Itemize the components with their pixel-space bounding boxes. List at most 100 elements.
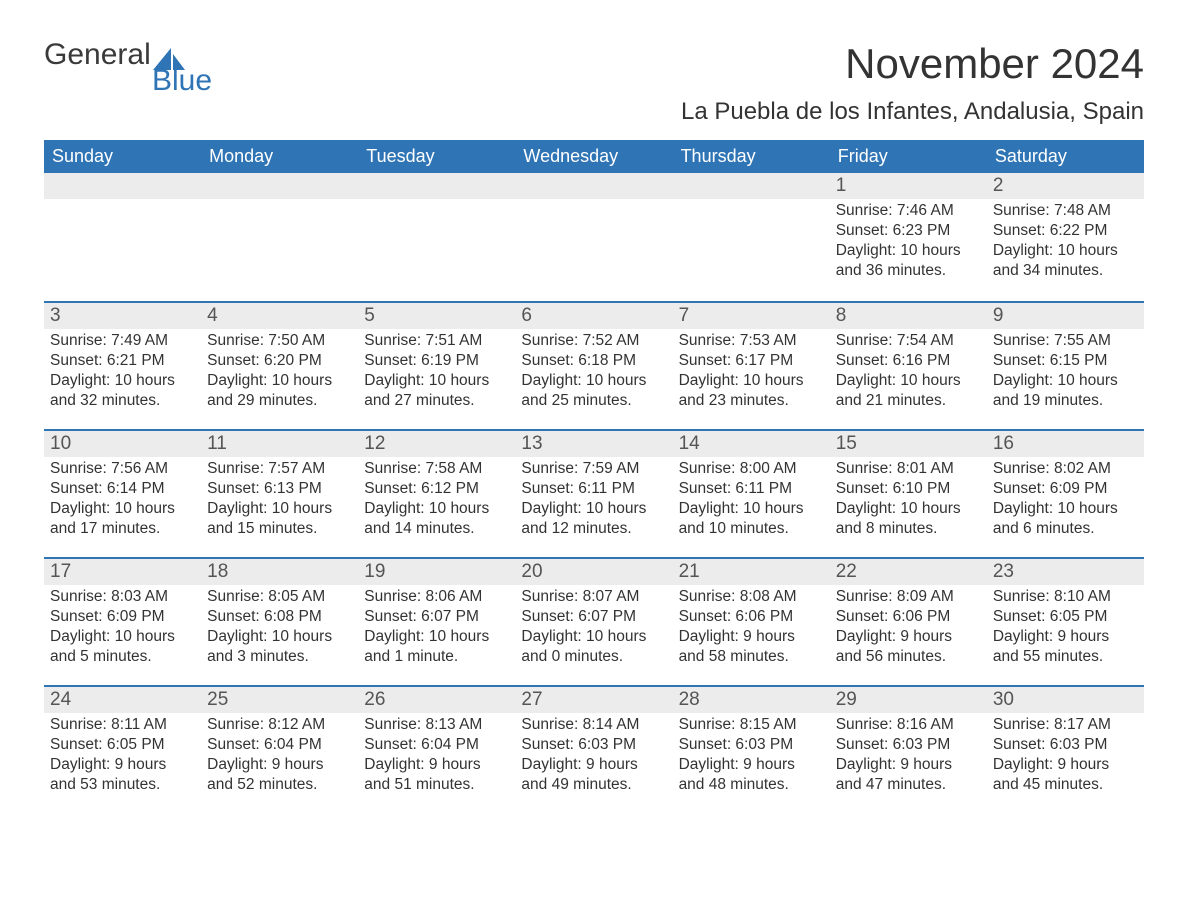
calendar-body: 1Sunrise: 7:46 AMSunset: 6:23 PMDaylight…	[44, 173, 1144, 813]
day-details: Sunrise: 8:02 AMSunset: 6:09 PMDaylight:…	[987, 457, 1144, 546]
day-number-bar: 13	[515, 429, 672, 457]
daylight-line: Daylight: 9 hours and 51 minutes.	[364, 755, 509, 795]
day-details: Sunrise: 8:00 AMSunset: 6:11 PMDaylight:…	[673, 457, 830, 546]
daylight-line: Daylight: 10 hours and 34 minutes.	[993, 241, 1138, 281]
calendar-cell: 27Sunrise: 8:14 AMSunset: 6:03 PMDayligh…	[515, 685, 672, 813]
day-details: Sunrise: 7:50 AMSunset: 6:20 PMDaylight:…	[201, 329, 358, 418]
day-details: Sunrise: 7:59 AMSunset: 6:11 PMDaylight:…	[515, 457, 672, 546]
calendar-cell: 24Sunrise: 8:11 AMSunset: 6:05 PMDayligh…	[44, 685, 201, 813]
daylight-line: Daylight: 10 hours and 15 minutes.	[207, 499, 352, 539]
sunrise-line: Sunrise: 8:17 AM	[993, 715, 1138, 735]
calendar-cell	[201, 173, 358, 301]
sunset-line: Sunset: 6:03 PM	[679, 735, 824, 755]
day-details: Sunrise: 8:01 AMSunset: 6:10 PMDaylight:…	[830, 457, 987, 546]
calendar-week-row: 24Sunrise: 8:11 AMSunset: 6:05 PMDayligh…	[44, 685, 1144, 813]
sunrise-line: Sunrise: 7:55 AM	[993, 331, 1138, 351]
day-number-bar: 2	[987, 173, 1144, 199]
daylight-line: Daylight: 10 hours and 36 minutes.	[836, 241, 981, 281]
calendar-cell: 15Sunrise: 8:01 AMSunset: 6:10 PMDayligh…	[830, 429, 987, 557]
empty-day-bar	[358, 173, 515, 199]
calendar-cell: 12Sunrise: 7:58 AMSunset: 6:12 PMDayligh…	[358, 429, 515, 557]
sunset-line: Sunset: 6:14 PM	[50, 479, 195, 499]
day-number-bar: 27	[515, 685, 672, 713]
calendar-week-row: 1Sunrise: 7:46 AMSunset: 6:23 PMDaylight…	[44, 173, 1144, 301]
day-details: Sunrise: 7:51 AMSunset: 6:19 PMDaylight:…	[358, 329, 515, 418]
calendar-cell: 11Sunrise: 7:57 AMSunset: 6:13 PMDayligh…	[201, 429, 358, 557]
day-number-bar: 30	[987, 685, 1144, 713]
calendar-cell: 4Sunrise: 7:50 AMSunset: 6:20 PMDaylight…	[201, 301, 358, 429]
sunset-line: Sunset: 6:11 PM	[679, 479, 824, 499]
sunset-line: Sunset: 6:19 PM	[364, 351, 509, 371]
daylight-line: Daylight: 10 hours and 21 minutes.	[836, 371, 981, 411]
calendar-cell: 25Sunrise: 8:12 AMSunset: 6:04 PMDayligh…	[201, 685, 358, 813]
day-number-bar: 11	[201, 429, 358, 457]
calendar-cell: 29Sunrise: 8:16 AMSunset: 6:03 PMDayligh…	[830, 685, 987, 813]
daylight-line: Daylight: 9 hours and 55 minutes.	[993, 627, 1138, 667]
title-block: November 2024 La Puebla de los Infantes,…	[681, 40, 1144, 126]
calendar-cell: 19Sunrise: 8:06 AMSunset: 6:07 PMDayligh…	[358, 557, 515, 685]
day-details: Sunrise: 7:49 AMSunset: 6:21 PMDaylight:…	[44, 329, 201, 418]
sunrise-line: Sunrise: 7:53 AM	[679, 331, 824, 351]
daylight-line: Daylight: 10 hours and 12 minutes.	[521, 499, 666, 539]
sunset-line: Sunset: 6:17 PM	[679, 351, 824, 371]
empty-day-bar	[673, 173, 830, 199]
sunrise-line: Sunrise: 8:15 AM	[679, 715, 824, 735]
sunrise-line: Sunrise: 7:54 AM	[836, 331, 981, 351]
logo-word-general: General	[44, 40, 151, 70]
calendar-cell: 9Sunrise: 7:55 AMSunset: 6:15 PMDaylight…	[987, 301, 1144, 429]
day-number-bar: 23	[987, 557, 1144, 585]
sunrise-line: Sunrise: 8:16 AM	[836, 715, 981, 735]
day-number-bar: 3	[44, 301, 201, 329]
calendar-cell	[358, 173, 515, 301]
sunrise-line: Sunrise: 8:03 AM	[50, 587, 195, 607]
sunset-line: Sunset: 6:07 PM	[364, 607, 509, 627]
daylight-line: Daylight: 10 hours and 1 minute.	[364, 627, 509, 667]
calendar-cell: 22Sunrise: 8:09 AMSunset: 6:06 PMDayligh…	[830, 557, 987, 685]
day-number-bar: 9	[987, 301, 1144, 329]
daylight-line: Daylight: 9 hours and 48 minutes.	[679, 755, 824, 795]
daylight-line: Daylight: 9 hours and 58 minutes.	[679, 627, 824, 667]
sunrise-line: Sunrise: 7:51 AM	[364, 331, 509, 351]
daylight-line: Daylight: 9 hours and 52 minutes.	[207, 755, 352, 795]
day-details: Sunrise: 8:17 AMSunset: 6:03 PMDaylight:…	[987, 713, 1144, 802]
day-details: Sunrise: 8:08 AMSunset: 6:06 PMDaylight:…	[673, 585, 830, 674]
day-details: Sunrise: 7:53 AMSunset: 6:17 PMDaylight:…	[673, 329, 830, 418]
sunrise-line: Sunrise: 8:10 AM	[993, 587, 1138, 607]
day-number-bar: 28	[673, 685, 830, 713]
calendar-week-row: 3Sunrise: 7:49 AMSunset: 6:21 PMDaylight…	[44, 301, 1144, 429]
sunrise-line: Sunrise: 8:07 AM	[521, 587, 666, 607]
day-number-bar: 16	[987, 429, 1144, 457]
day-number-bar: 4	[201, 301, 358, 329]
calendar-cell: 6Sunrise: 7:52 AMSunset: 6:18 PMDaylight…	[515, 301, 672, 429]
calendar-cell: 21Sunrise: 8:08 AMSunset: 6:06 PMDayligh…	[673, 557, 830, 685]
day-number-bar: 20	[515, 557, 672, 585]
sunset-line: Sunset: 6:11 PM	[521, 479, 666, 499]
sunset-line: Sunset: 6:07 PM	[521, 607, 666, 627]
sunrise-line: Sunrise: 8:12 AM	[207, 715, 352, 735]
daylight-line: Daylight: 10 hours and 14 minutes.	[364, 499, 509, 539]
calendar-cell: 28Sunrise: 8:15 AMSunset: 6:03 PMDayligh…	[673, 685, 830, 813]
sunrise-line: Sunrise: 8:11 AM	[50, 715, 195, 735]
calendar-cell	[673, 173, 830, 301]
sunset-line: Sunset: 6:10 PM	[836, 479, 981, 499]
empty-day-bar	[515, 173, 672, 199]
calendar-cell: 23Sunrise: 8:10 AMSunset: 6:05 PMDayligh…	[987, 557, 1144, 685]
calendar-cell: 1Sunrise: 7:46 AMSunset: 6:23 PMDaylight…	[830, 173, 987, 301]
day-number-bar: 22	[830, 557, 987, 585]
weekday-header-row: SundayMondayTuesdayWednesdayThursdayFrid…	[44, 140, 1144, 173]
daylight-line: Daylight: 9 hours and 49 minutes.	[521, 755, 666, 795]
weekday-header: Wednesday	[515, 140, 672, 173]
sunset-line: Sunset: 6:13 PM	[207, 479, 352, 499]
day-details: Sunrise: 8:07 AMSunset: 6:07 PMDaylight:…	[515, 585, 672, 674]
location-subtitle: La Puebla de los Infantes, Andalusia, Sp…	[681, 98, 1144, 126]
sunrise-line: Sunrise: 7:49 AM	[50, 331, 195, 351]
sunrise-line: Sunrise: 8:05 AM	[207, 587, 352, 607]
sunrise-line: Sunrise: 7:46 AM	[836, 201, 981, 221]
sunset-line: Sunset: 6:18 PM	[521, 351, 666, 371]
day-details: Sunrise: 8:11 AMSunset: 6:05 PMDaylight:…	[44, 713, 201, 802]
weekday-header: Monday	[201, 140, 358, 173]
sunrise-line: Sunrise: 8:06 AM	[364, 587, 509, 607]
day-number-bar: 17	[44, 557, 201, 585]
sunset-line: Sunset: 6:22 PM	[993, 221, 1138, 241]
sunset-line: Sunset: 6:06 PM	[679, 607, 824, 627]
